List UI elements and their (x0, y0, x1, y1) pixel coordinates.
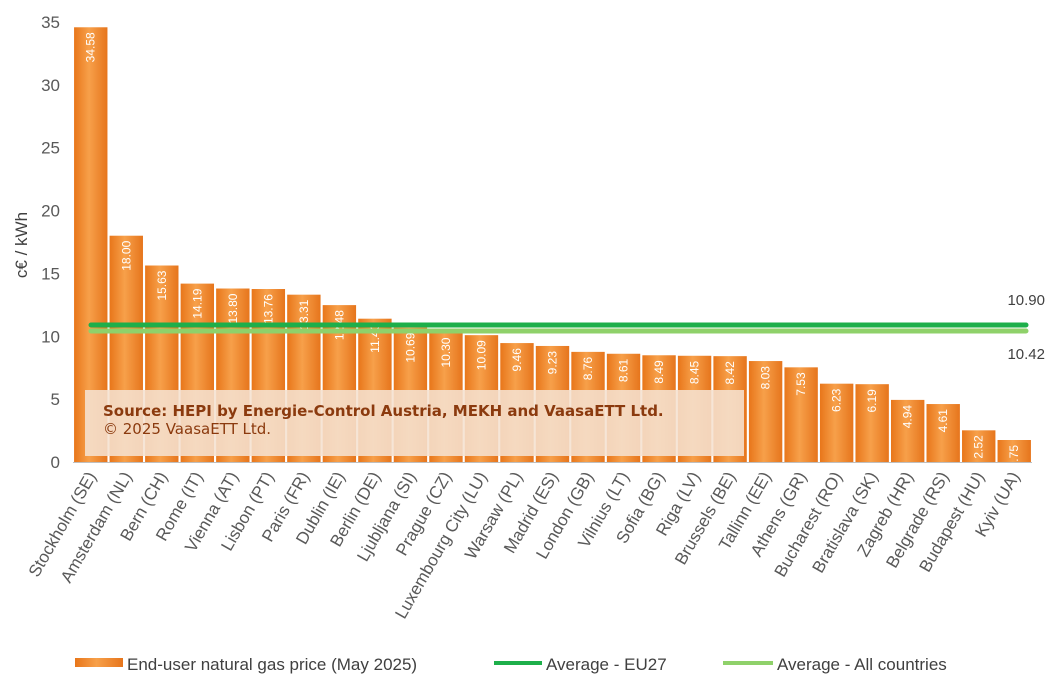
bar-value-label: 11.40 (368, 323, 382, 352)
bar-value-label: 13.76 (261, 294, 275, 324)
bar (855, 384, 889, 462)
x-axis: Stockholm (SE)Amsterdam (NL)Bern (CH)Rom… (25, 462, 1032, 622)
bar-value-label: 6.23 (830, 388, 844, 412)
bar-value-label: 6.19 (865, 389, 879, 413)
y-tick-label: 10 (41, 327, 60, 346)
source-line-1: Source: HEPI by Energie-Control Austria,… (103, 402, 664, 420)
bar-value-label: 4.94 (901, 405, 915, 429)
y-axis-label: c€ / kWh (12, 212, 31, 278)
bar-value-label: 34.58 (84, 32, 98, 62)
y-tick-label: 5 (51, 390, 60, 409)
bar-value-label: 8.45 (688, 360, 702, 384)
legend-label-all: Average - All countries (777, 655, 947, 674)
y-tick-label: 20 (41, 202, 60, 221)
bar (819, 383, 854, 462)
bar-value-label: 14.19 (190, 288, 204, 318)
y-tick-label: 15 (41, 264, 60, 283)
bar (74, 27, 108, 463)
legend-label-bar: End-user natural gas price (May 2025) (127, 655, 417, 674)
legend-label-eu27: Average - EU27 (546, 655, 667, 674)
legend: End-user natural gas price (May 2025) Ave… (75, 655, 947, 674)
bar-value-label: 8.42 (723, 361, 737, 385)
legend-swatch-bar (75, 658, 123, 667)
bar-value-label: 9.23 (546, 351, 560, 375)
bar-value-label: 1.75 (1007, 445, 1021, 469)
y-axis: 0 5 10 15 20 25 30 35 (41, 13, 60, 472)
bar-value-label: 7.53 (794, 372, 808, 396)
y-tick-label: 30 (41, 76, 60, 95)
bar (748, 361, 783, 462)
y-tick-label: 35 (41, 13, 60, 32)
bar-value-label: 18.00 (119, 240, 133, 270)
bar-value-label: 8.61 (617, 358, 631, 382)
bar-value-label: 15.63 (155, 270, 169, 300)
bar (962, 430, 996, 462)
y-tick-label: 0 (51, 453, 60, 472)
bar-value-label: 13.80 (226, 293, 240, 323)
bar-value-label: 4.61 (936, 409, 950, 433)
bar (784, 367, 818, 462)
source-box (85, 390, 744, 456)
average-lines: 10.90 10.42 (88, 292, 1045, 363)
bar-value-label: 8.03 (759, 366, 773, 390)
bar (997, 440, 1031, 462)
average-all-label: 10.42 (1007, 346, 1045, 363)
bar-value-label: 8.76 (581, 357, 595, 381)
bar-value-label: 10.69 (403, 332, 417, 362)
bar-value-label: 13.31 (297, 299, 311, 329)
bar (926, 404, 960, 462)
bar-value-label: 10.30 (439, 337, 453, 367)
source-line-2: © 2025 VaasaETT Ltd. (103, 420, 271, 438)
bar-value-label: 10.09 (474, 340, 488, 370)
bar (890, 399, 925, 462)
bar-value-label: 2.52 (972, 435, 986, 459)
y-tick-label: 25 (41, 139, 60, 158)
bar-value-label: 9.46 (510, 348, 524, 372)
source-annotation: Source: HEPI by Energie-Control Austria,… (85, 390, 744, 456)
average-eu27-label: 10.90 (1007, 292, 1045, 309)
bar-value-label: 8.49 (652, 360, 666, 384)
